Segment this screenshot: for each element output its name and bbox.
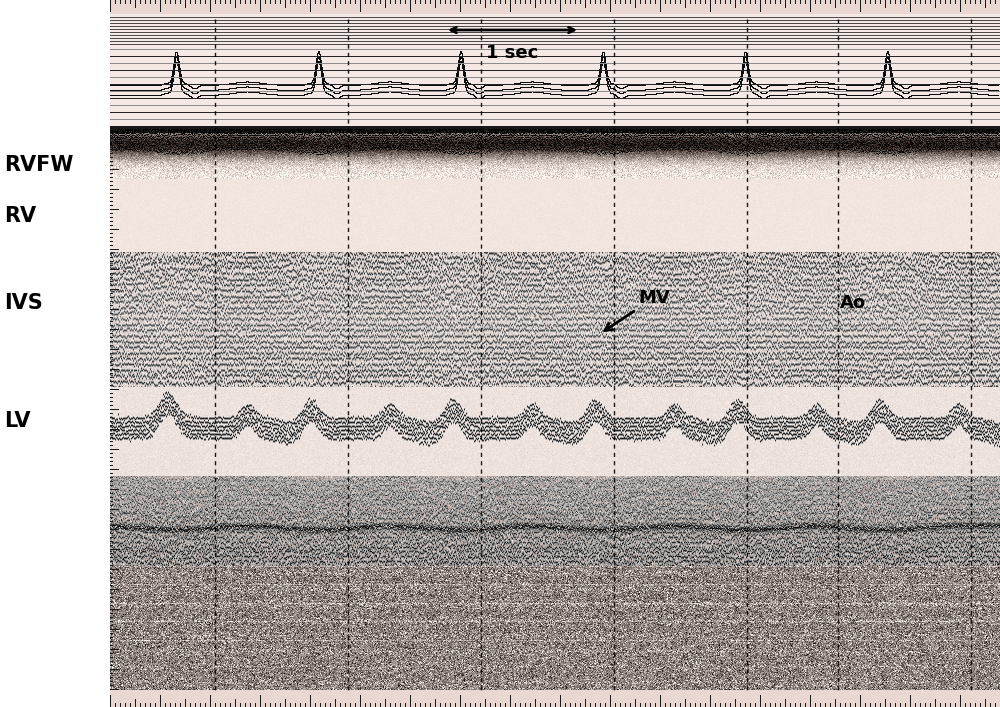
Text: Ao: Ao xyxy=(840,294,866,312)
Text: IVS: IVS xyxy=(4,293,43,313)
Text: MV: MV xyxy=(605,289,670,330)
Text: LV: LV xyxy=(4,411,30,431)
Text: RV: RV xyxy=(4,206,36,226)
Text: 1 sec: 1 sec xyxy=(486,44,539,62)
Text: RVFW: RVFW xyxy=(4,156,73,175)
